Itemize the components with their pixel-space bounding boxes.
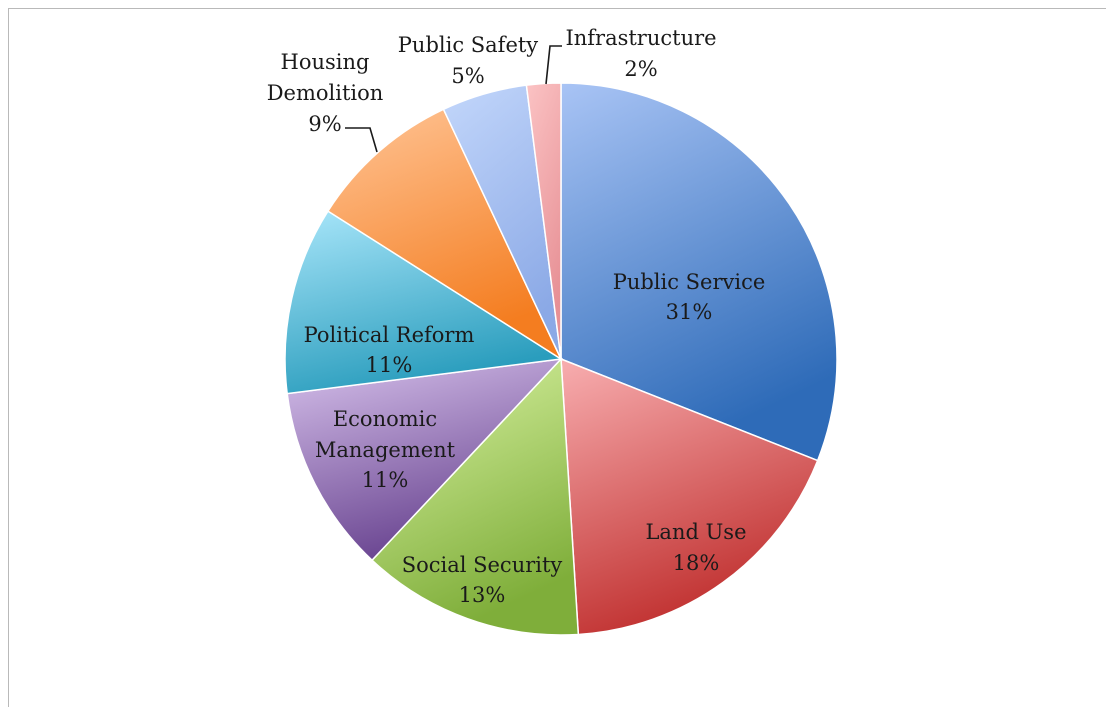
slice-label-public-safety: Public Safety 5%: [398, 33, 539, 88]
slice-label-social-security: Social Security 13%: [402, 553, 563, 607]
slice-name-housing-demolition: Demolition: [267, 81, 384, 105]
slice-name-political-reform: Political Reform: [304, 323, 475, 347]
pie-slice-infrastructure: [525, 82, 562, 360]
slice-label-public-service: Public Service 31%: [613, 270, 766, 324]
slice-label-land-use: Land Use 18%: [645, 520, 746, 575]
slice-name-public-safety: Public Safety: [398, 33, 539, 57]
pie-slice-land-use: [560, 357, 819, 636]
slice-value-political-reform: 11%: [366, 353, 413, 377]
pie-slice-economic-management: [286, 357, 563, 562]
slice-name-economic-management: Management: [315, 438, 456, 462]
pie-slice-housing-demolition: [326, 108, 563, 362]
slice-labels: Public Service 31% Land Use 18% Social Secur…: [267, 26, 766, 607]
slice-value-infrastructure: 2%: [624, 57, 657, 81]
slice-name-public-service: Public Service: [613, 270, 766, 294]
pie-chart: Public Service 31% Land Use 18% Social Secur…: [267, 26, 838, 636]
slice-label-housing-demolition: Housing Demolition 9%: [267, 50, 384, 136]
slice-value-social-security: 13%: [459, 583, 506, 607]
pie-slice-political-reform: [284, 210, 564, 395]
slice-value-housing-demolition: 9%: [308, 112, 341, 136]
slice-name-infrastructure: Infrastructure: [565, 26, 716, 50]
slice-name-economic-management: Economic: [333, 407, 437, 431]
slice-value-public-safety: 5%: [451, 64, 484, 88]
slice-value-land-use: 18%: [673, 551, 720, 575]
chart-frame: Public Service 31% Land Use 18% Social Secur…: [8, 8, 1106, 707]
slice-name-housing-demolition: Housing: [281, 50, 370, 74]
slice-value-economic-management: 11%: [362, 468, 409, 492]
pie-slice-public-service: [560, 82, 838, 462]
leader-line-housing-demolition: [345, 127, 378, 153]
slice-name-social-security: Social Security: [402, 553, 563, 577]
pie-slice-social-security: [370, 357, 580, 636]
pie-slices: [284, 82, 838, 636]
slice-label-infrastructure: Infrastructure 2%: [565, 26, 716, 81]
slice-value-public-service: 31%: [666, 300, 713, 324]
slice-label-economic-management: Economic Management 11%: [315, 407, 456, 492]
leader-lines: [345, 45, 562, 153]
leader-line-infrastructure: [545, 45, 562, 85]
slice-label-political-reform: Political Reform 11%: [304, 323, 475, 377]
slice-name-land-use: Land Use: [645, 520, 746, 544]
